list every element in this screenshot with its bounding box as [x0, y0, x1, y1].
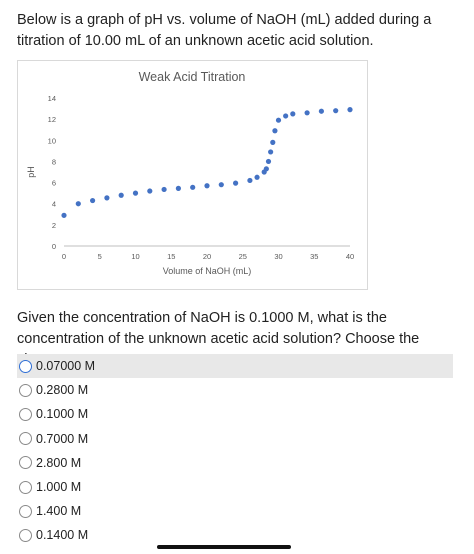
- y-tick-label: 8: [52, 157, 56, 166]
- data-point: [318, 108, 324, 114]
- data-point: [265, 158, 272, 165]
- answer-option[interactable]: 0.7000 M: [17, 427, 453, 451]
- data-points: [61, 107, 353, 218]
- answer-option[interactable]: 1.400 M: [17, 499, 453, 523]
- y-axis-label: pH: [26, 166, 36, 178]
- answer-option-label: 1.000 M: [36, 480, 82, 495]
- x-tick-label: 0: [62, 252, 66, 261]
- answer-option[interactable]: 0.1000 M: [17, 402, 453, 426]
- titration-chart: Weak Acid Titration 0 2 4 6 8 10 12 14 0 5 10 15 20…: [17, 60, 368, 290]
- x-axis-label: Volume of NaOH (mL): [163, 266, 252, 276]
- x-tick-label: 25: [239, 252, 247, 261]
- answer-option-label: 0.1400 M: [36, 528, 89, 543]
- data-point: [283, 113, 289, 119]
- y-tick-label: 6: [52, 179, 56, 188]
- data-point: [347, 107, 353, 113]
- data-point: [75, 201, 81, 207]
- y-tick-label: 4: [52, 200, 56, 209]
- chart-title: Weak Acid Titration: [139, 70, 246, 84]
- y-tick-label: 0: [52, 242, 56, 251]
- x-tick-label: 10: [131, 252, 139, 261]
- radio-button[interactable]: [19, 528, 32, 542]
- data-point: [333, 108, 339, 114]
- radio-button[interactable]: [19, 359, 32, 373]
- answer-option-label: 1.400 M: [36, 504, 82, 519]
- radio-button[interactable]: [19, 432, 32, 446]
- data-point: [118, 192, 124, 198]
- data-point: [147, 188, 153, 194]
- radio-button[interactable]: [19, 504, 32, 518]
- x-tick-label: 35: [310, 252, 318, 261]
- answer-option-label: 0.2800 M: [36, 383, 89, 398]
- data-point: [275, 117, 282, 123]
- data-point: [190, 184, 196, 190]
- radio-button[interactable]: [19, 383, 32, 397]
- data-point: [290, 111, 296, 117]
- radio-button[interactable]: [19, 480, 32, 494]
- data-point: [233, 180, 239, 186]
- data-point: [61, 212, 67, 218]
- answer-option[interactable]: 2.800 M: [17, 451, 453, 475]
- data-point: [263, 166, 269, 172]
- answer-option[interactable]: 0.07000 M: [17, 354, 453, 379]
- x-tick-label: 40: [346, 252, 354, 261]
- data-point: [132, 190, 139, 196]
- answer-option[interactable]: 0.2800 M: [17, 378, 453, 402]
- radio-button[interactable]: [19, 407, 32, 421]
- data-point: [254, 174, 260, 180]
- answer-option-label: 0.1000 M: [36, 407, 89, 422]
- y-tick-label: 12: [48, 115, 56, 124]
- data-point: [272, 128, 278, 134]
- data-point: [204, 183, 210, 189]
- y-axis-ticks: 0 2 4 6 8 10 12 14: [48, 94, 56, 251]
- x-tick-label: 30: [274, 252, 282, 261]
- data-point: [90, 197, 96, 204]
- answer-option-label: 0.7000 M: [36, 431, 89, 446]
- question-prompt: Given the concentration of NaOH is 0.100…: [17, 310, 420, 368]
- answer-option[interactable]: 1.000 M: [17, 475, 453, 499]
- answer-option-label: 2.800 M: [36, 455, 82, 470]
- data-point: [247, 177, 253, 184]
- radio-button[interactable]: [19, 456, 32, 470]
- x-tick-label: 20: [203, 252, 211, 261]
- data-point: [270, 139, 276, 145]
- x-tick-label: 15: [167, 252, 175, 261]
- answer-option-label: 0.07000 M: [36, 359, 96, 374]
- y-tick-label: 14: [48, 94, 56, 103]
- home-indicator-bar[interactable]: [157, 545, 291, 549]
- data-point: [304, 110, 310, 116]
- y-tick-label: 2: [52, 221, 56, 230]
- data-point: [104, 195, 110, 201]
- x-tick-label: 5: [98, 252, 102, 261]
- data-point: [161, 186, 167, 193]
- data-point: [218, 182, 224, 188]
- answer-option[interactable]: 0.1400 M: [17, 523, 453, 547]
- y-tick-label: 10: [48, 136, 56, 145]
- data-point: [268, 149, 274, 155]
- data-point: [175, 185, 181, 191]
- titration-chart-svg: Weak Acid Titration 0 2 4 6 8 10 12 14 0 5 10 15 20…: [26, 70, 354, 276]
- x-axis-ticks: 0 5 10 15 20 25 30 35 40: [62, 252, 354, 261]
- answer-options: 0.07000 M 0.2800 M 0.1000 M 0.7000 M 2.800 M…: [17, 354, 453, 548]
- question-intro: Below is a graph of pH vs. volume of NaO…: [17, 12, 432, 49]
